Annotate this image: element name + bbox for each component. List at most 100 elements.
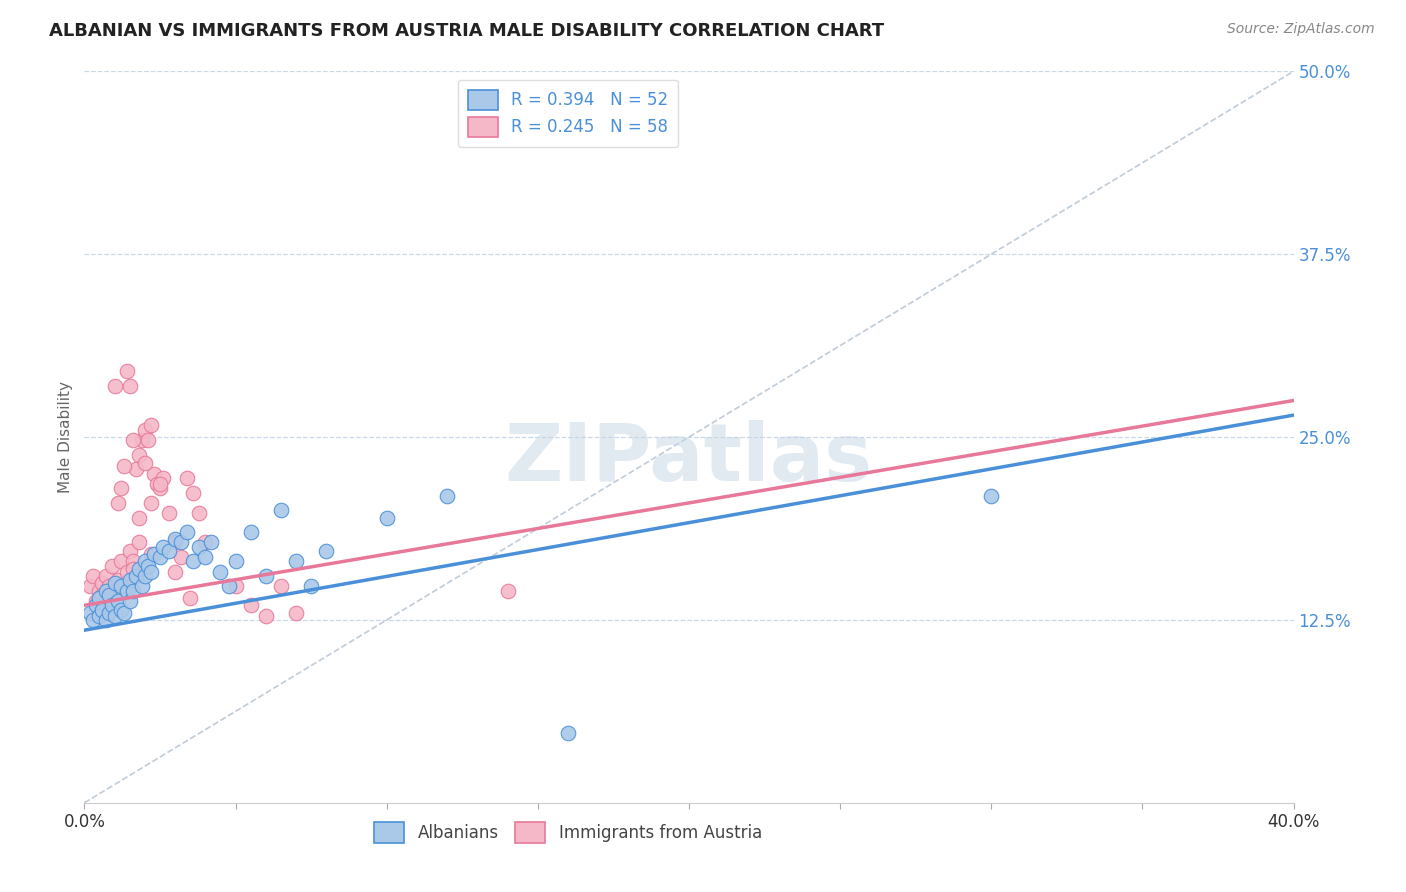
Point <box>980 489 1002 503</box>
Point <box>121 554 143 568</box>
Point <box>496 583 519 598</box>
Point <box>125 462 148 476</box>
Point <box>118 594 141 608</box>
Point <box>149 549 172 564</box>
Point <box>79 579 101 593</box>
Point <box>136 558 159 573</box>
Point <box>86 599 108 613</box>
Point <box>131 579 153 593</box>
Point <box>157 506 180 520</box>
Point <box>115 583 138 598</box>
Point <box>100 599 122 613</box>
Point <box>239 599 262 613</box>
Point <box>209 565 232 579</box>
Text: ALBANIAN VS IMMIGRANTS FROM AUSTRIA MALE DISABILITY CORRELATION CHART: ALBANIAN VS IMMIGRANTS FROM AUSTRIA MALE… <box>49 22 884 40</box>
Point <box>91 588 114 602</box>
Point <box>121 433 143 447</box>
Point <box>218 579 240 593</box>
Point <box>285 606 308 620</box>
Point <box>121 583 143 598</box>
Point <box>125 569 148 583</box>
Point <box>107 594 129 608</box>
Point <box>375 510 398 524</box>
Point <box>91 603 114 617</box>
Point <box>157 544 180 558</box>
Point <box>121 562 143 576</box>
Point <box>165 533 187 547</box>
Point <box>149 476 172 491</box>
Point <box>142 547 165 561</box>
Point <box>118 574 141 588</box>
Point <box>557 725 579 739</box>
Point <box>165 535 187 549</box>
Point <box>254 608 277 623</box>
Point <box>79 606 101 620</box>
Point <box>139 565 162 579</box>
Point <box>149 481 172 495</box>
Point <box>142 467 165 481</box>
Legend: Albanians, Immigrants from Austria: Albanians, Immigrants from Austria <box>367 815 769 849</box>
Point <box>170 535 193 549</box>
Point <box>110 603 132 617</box>
Point <box>176 525 198 540</box>
Point <box>194 535 217 549</box>
Point <box>110 579 132 593</box>
Point <box>188 540 211 554</box>
Point <box>104 583 127 598</box>
Point <box>152 471 174 485</box>
Point <box>134 423 156 437</box>
Point <box>139 547 162 561</box>
Point <box>118 579 141 593</box>
Point <box>134 554 156 568</box>
Point <box>134 569 156 583</box>
Point <box>436 489 458 503</box>
Point <box>139 418 162 433</box>
Point <box>176 471 198 485</box>
Point <box>285 554 308 568</box>
Point <box>131 433 153 447</box>
Point <box>89 583 111 598</box>
Point <box>89 603 111 617</box>
Point <box>107 496 129 510</box>
Point <box>94 594 117 608</box>
Point <box>136 433 159 447</box>
Point <box>100 558 122 573</box>
Point <box>107 574 129 588</box>
Text: ZIPatlas: ZIPatlas <box>505 420 873 498</box>
Point <box>194 549 217 564</box>
Point <box>128 535 150 549</box>
Y-axis label: Male Disability: Male Disability <box>58 381 73 493</box>
Point <box>115 565 138 579</box>
Point <box>110 554 132 568</box>
Point <box>128 448 150 462</box>
Point <box>89 591 111 605</box>
Point <box>118 544 141 558</box>
Point <box>254 569 277 583</box>
Point <box>299 579 322 593</box>
Point <box>110 481 132 495</box>
Point <box>82 569 104 583</box>
Point <box>128 510 150 524</box>
Point <box>94 613 117 627</box>
Point <box>270 503 292 517</box>
Point <box>104 379 127 393</box>
Text: Source: ZipAtlas.com: Source: ZipAtlas.com <box>1227 22 1375 37</box>
Point <box>188 506 211 520</box>
Point <box>97 588 120 602</box>
Point <box>181 554 204 568</box>
Point <box>181 485 204 500</box>
Point <box>97 579 120 593</box>
Point <box>225 579 247 593</box>
Point <box>170 549 193 564</box>
Point <box>82 613 104 627</box>
Point <box>112 579 135 593</box>
Point <box>315 544 337 558</box>
Point <box>118 379 141 393</box>
Point <box>115 364 138 378</box>
Point <box>112 459 135 474</box>
Point <box>94 569 117 583</box>
Point <box>134 457 156 471</box>
Point <box>97 606 120 620</box>
Point <box>139 496 162 510</box>
Point <box>200 535 222 549</box>
